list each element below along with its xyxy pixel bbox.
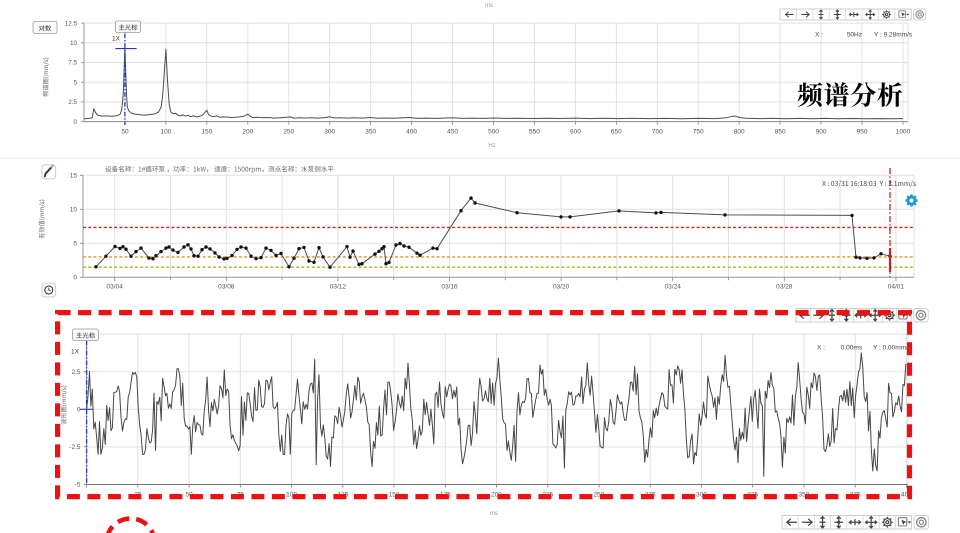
svg-text:200: 200: [491, 492, 502, 499]
svg-text:100: 100: [286, 492, 297, 499]
svg-text:7.5: 7.5: [68, 60, 77, 67]
svg-text:-5: -5: [75, 482, 81, 489]
svg-text:200: 200: [242, 129, 253, 136]
svg-text:2.5: 2.5: [71, 369, 80, 376]
svg-text:2.5: 2.5: [68, 99, 77, 106]
svg-text:800: 800: [734, 129, 745, 136]
svg-text:0: 0: [73, 275, 77, 282]
svg-text:50Hz: 50Hz: [847, 32, 862, 39]
svg-text:150: 150: [201, 129, 212, 136]
svg-text:300: 300: [696, 492, 707, 499]
svg-text:550: 550: [529, 129, 540, 136]
svg-text:03/28: 03/28: [776, 284, 793, 291]
svg-text:100: 100: [160, 129, 171, 136]
svg-text:50: 50: [185, 492, 193, 499]
svg-text:0.00ms: 0.00ms: [841, 345, 863, 352]
svg-text:750: 750: [693, 129, 704, 136]
svg-text:1X: 1X: [71, 349, 80, 356]
svg-text:12.5: 12.5: [65, 20, 78, 27]
svg-text:850: 850: [775, 129, 786, 136]
svg-text:700: 700: [652, 129, 663, 136]
svg-text:X :: X :: [815, 32, 823, 39]
svg-text:900: 900: [816, 129, 827, 136]
svg-text:ms: ms: [490, 511, 498, 517]
svg-text:250: 250: [283, 129, 294, 136]
svg-text:0: 0: [77, 407, 81, 414]
svg-text:Y : 0.00mm/s: Y : 0.00mm/s: [873, 345, 912, 352]
svg-text:5: 5: [73, 79, 77, 86]
svg-text:400: 400: [901, 492, 912, 499]
svg-text:10: 10: [70, 207, 78, 214]
svg-text:X :: X :: [817, 345, 825, 352]
svg-text:Y : 9.28mm/s: Y : 9.28mm/s: [874, 32, 913, 39]
svg-text:1X: 1X: [112, 36, 121, 43]
svg-text:1000: 1000: [896, 129, 911, 136]
svg-text:03/24: 03/24: [665, 284, 682, 291]
svg-text:03/16: 03/16: [441, 284, 458, 291]
svg-text:03/12: 03/12: [330, 284, 347, 291]
svg-text:150: 150: [389, 492, 400, 499]
svg-text:-2.5: -2.5: [69, 444, 81, 451]
svg-text:950: 950: [857, 129, 868, 136]
svg-text:15: 15: [70, 173, 78, 180]
svg-text:04/01: 04/01: [888, 284, 905, 291]
svg-text:03/20: 03/20: [553, 284, 570, 291]
svg-text:Hz: Hz: [488, 143, 495, 149]
svg-text:650: 650: [611, 129, 622, 136]
svg-text:0: 0: [73, 119, 77, 126]
svg-text:ms: ms: [485, 3, 493, 9]
svg-text:10: 10: [70, 40, 78, 47]
svg-text:03/08: 03/08: [218, 284, 235, 291]
svg-text:500: 500: [488, 129, 499, 136]
svg-text:350: 350: [799, 492, 810, 499]
svg-text:5: 5: [73, 241, 77, 248]
svg-text:450: 450: [447, 129, 458, 136]
svg-text:600: 600: [570, 129, 581, 136]
svg-text:03/04: 03/04: [107, 284, 124, 291]
svg-text:400: 400: [406, 129, 417, 136]
svg-text:350: 350: [365, 129, 376, 136]
svg-text:300: 300: [324, 129, 335, 136]
svg-text:50: 50: [121, 129, 129, 136]
svg-text:250: 250: [594, 492, 605, 499]
